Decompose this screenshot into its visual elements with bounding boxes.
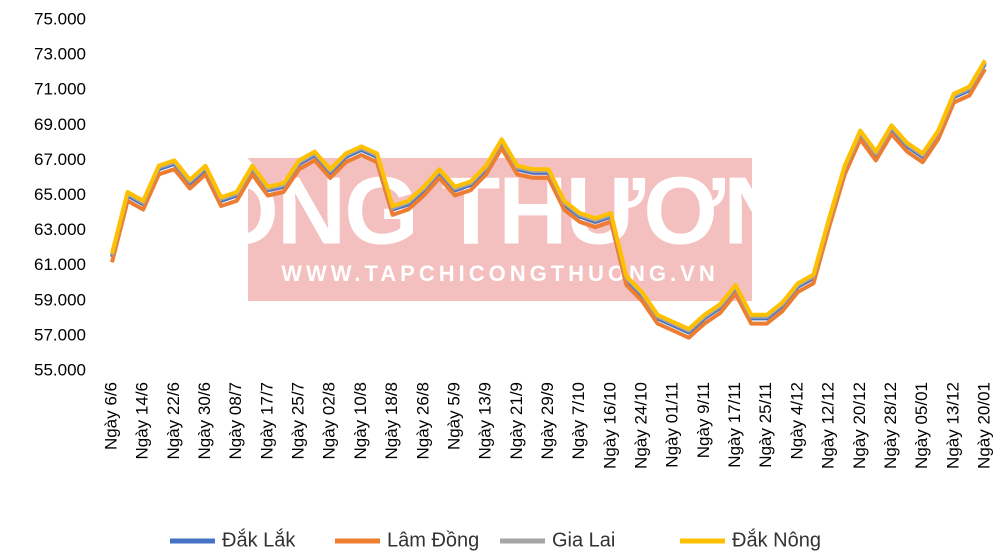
x-tick-label: Ngày 20/12 [850, 382, 869, 469]
y-tick-label: 67.000 [34, 150, 86, 169]
x-tick-label: Ngày 17/7 [257, 382, 276, 460]
x-tick-label: Ngày 12/12 [819, 382, 838, 469]
y-tick-label: 69.000 [34, 115, 86, 134]
x-tick-label: Ngày 24/10 [632, 382, 651, 469]
x-tick-label: Ngày 13/12 [943, 382, 962, 469]
x-tick-label: Ngày 28/12 [881, 382, 900, 469]
x-tick-label: Ngày 16/10 [600, 382, 619, 469]
legend-label: Gia Lai [552, 529, 615, 551]
y-tick-label: 57.000 [34, 325, 86, 344]
x-tick-label: Ngày 29/9 [538, 382, 557, 460]
x-tick-label: Ngày 10/8 [351, 382, 370, 460]
x-tick-label: Ngày 14/6 [133, 382, 152, 460]
x-tick-label: Ngày 30/6 [195, 382, 214, 460]
watermark-box [248, 158, 752, 301]
series-line [110, 59, 987, 331]
x-tick-label: Ngày 05/01 [912, 382, 931, 469]
y-tick-label: 55.000 [34, 360, 86, 379]
x-tick-label: Ngày 17/11 [725, 382, 744, 468]
x-tick-label: Ngày 13/9 [476, 382, 495, 460]
y-tick-label: 75.000 [34, 9, 86, 28]
watermark-url: WWW.TAPCHICONGTHUONG.VN [281, 261, 718, 286]
y-tick-label: 73.000 [34, 45, 86, 64]
x-tick-label: Ngày 02/8 [320, 382, 339, 460]
x-tick-label: Ngày 08/7 [226, 382, 245, 460]
x-tick-label: Ngày 4/12 [787, 382, 806, 460]
y-tick-label: 71.000 [34, 80, 86, 99]
y-tick-label: 65.000 [34, 185, 86, 204]
x-tick-label: Ngày 18/8 [382, 382, 401, 460]
x-tick-label: Ngày 25/7 [289, 382, 308, 460]
x-tick-label: Ngày 9/11 [694, 382, 713, 458]
x-tick-label: Ngày 25/11 [756, 382, 775, 468]
x-tick-label: Ngày 22/6 [164, 382, 183, 460]
x-tick-label: Ngày 7/10 [569, 382, 588, 460]
x-tick-label: Ngày 26/8 [413, 382, 432, 460]
y-tick-label: 59.000 [34, 290, 86, 309]
x-tick-label: Ngày 21/9 [507, 382, 526, 460]
x-tick-label: Ngày 01/11 [663, 382, 682, 468]
legend-label: Lâm Đồng [387, 529, 479, 551]
x-tick-label: Ngày 5/9 [444, 382, 463, 450]
y-tick-label: 61.000 [34, 255, 86, 274]
legend-label: Đắk Nông [732, 528, 821, 551]
x-tick-label: Ngày 6/6 [101, 382, 120, 450]
x-tick-label: Ngày 20/01 [974, 382, 993, 469]
watermark-title: CÔNG THƯƠNG [137, 156, 863, 264]
legend-label: Đắk Lắk [222, 528, 296, 551]
y-tick-label: 63.000 [34, 220, 86, 239]
